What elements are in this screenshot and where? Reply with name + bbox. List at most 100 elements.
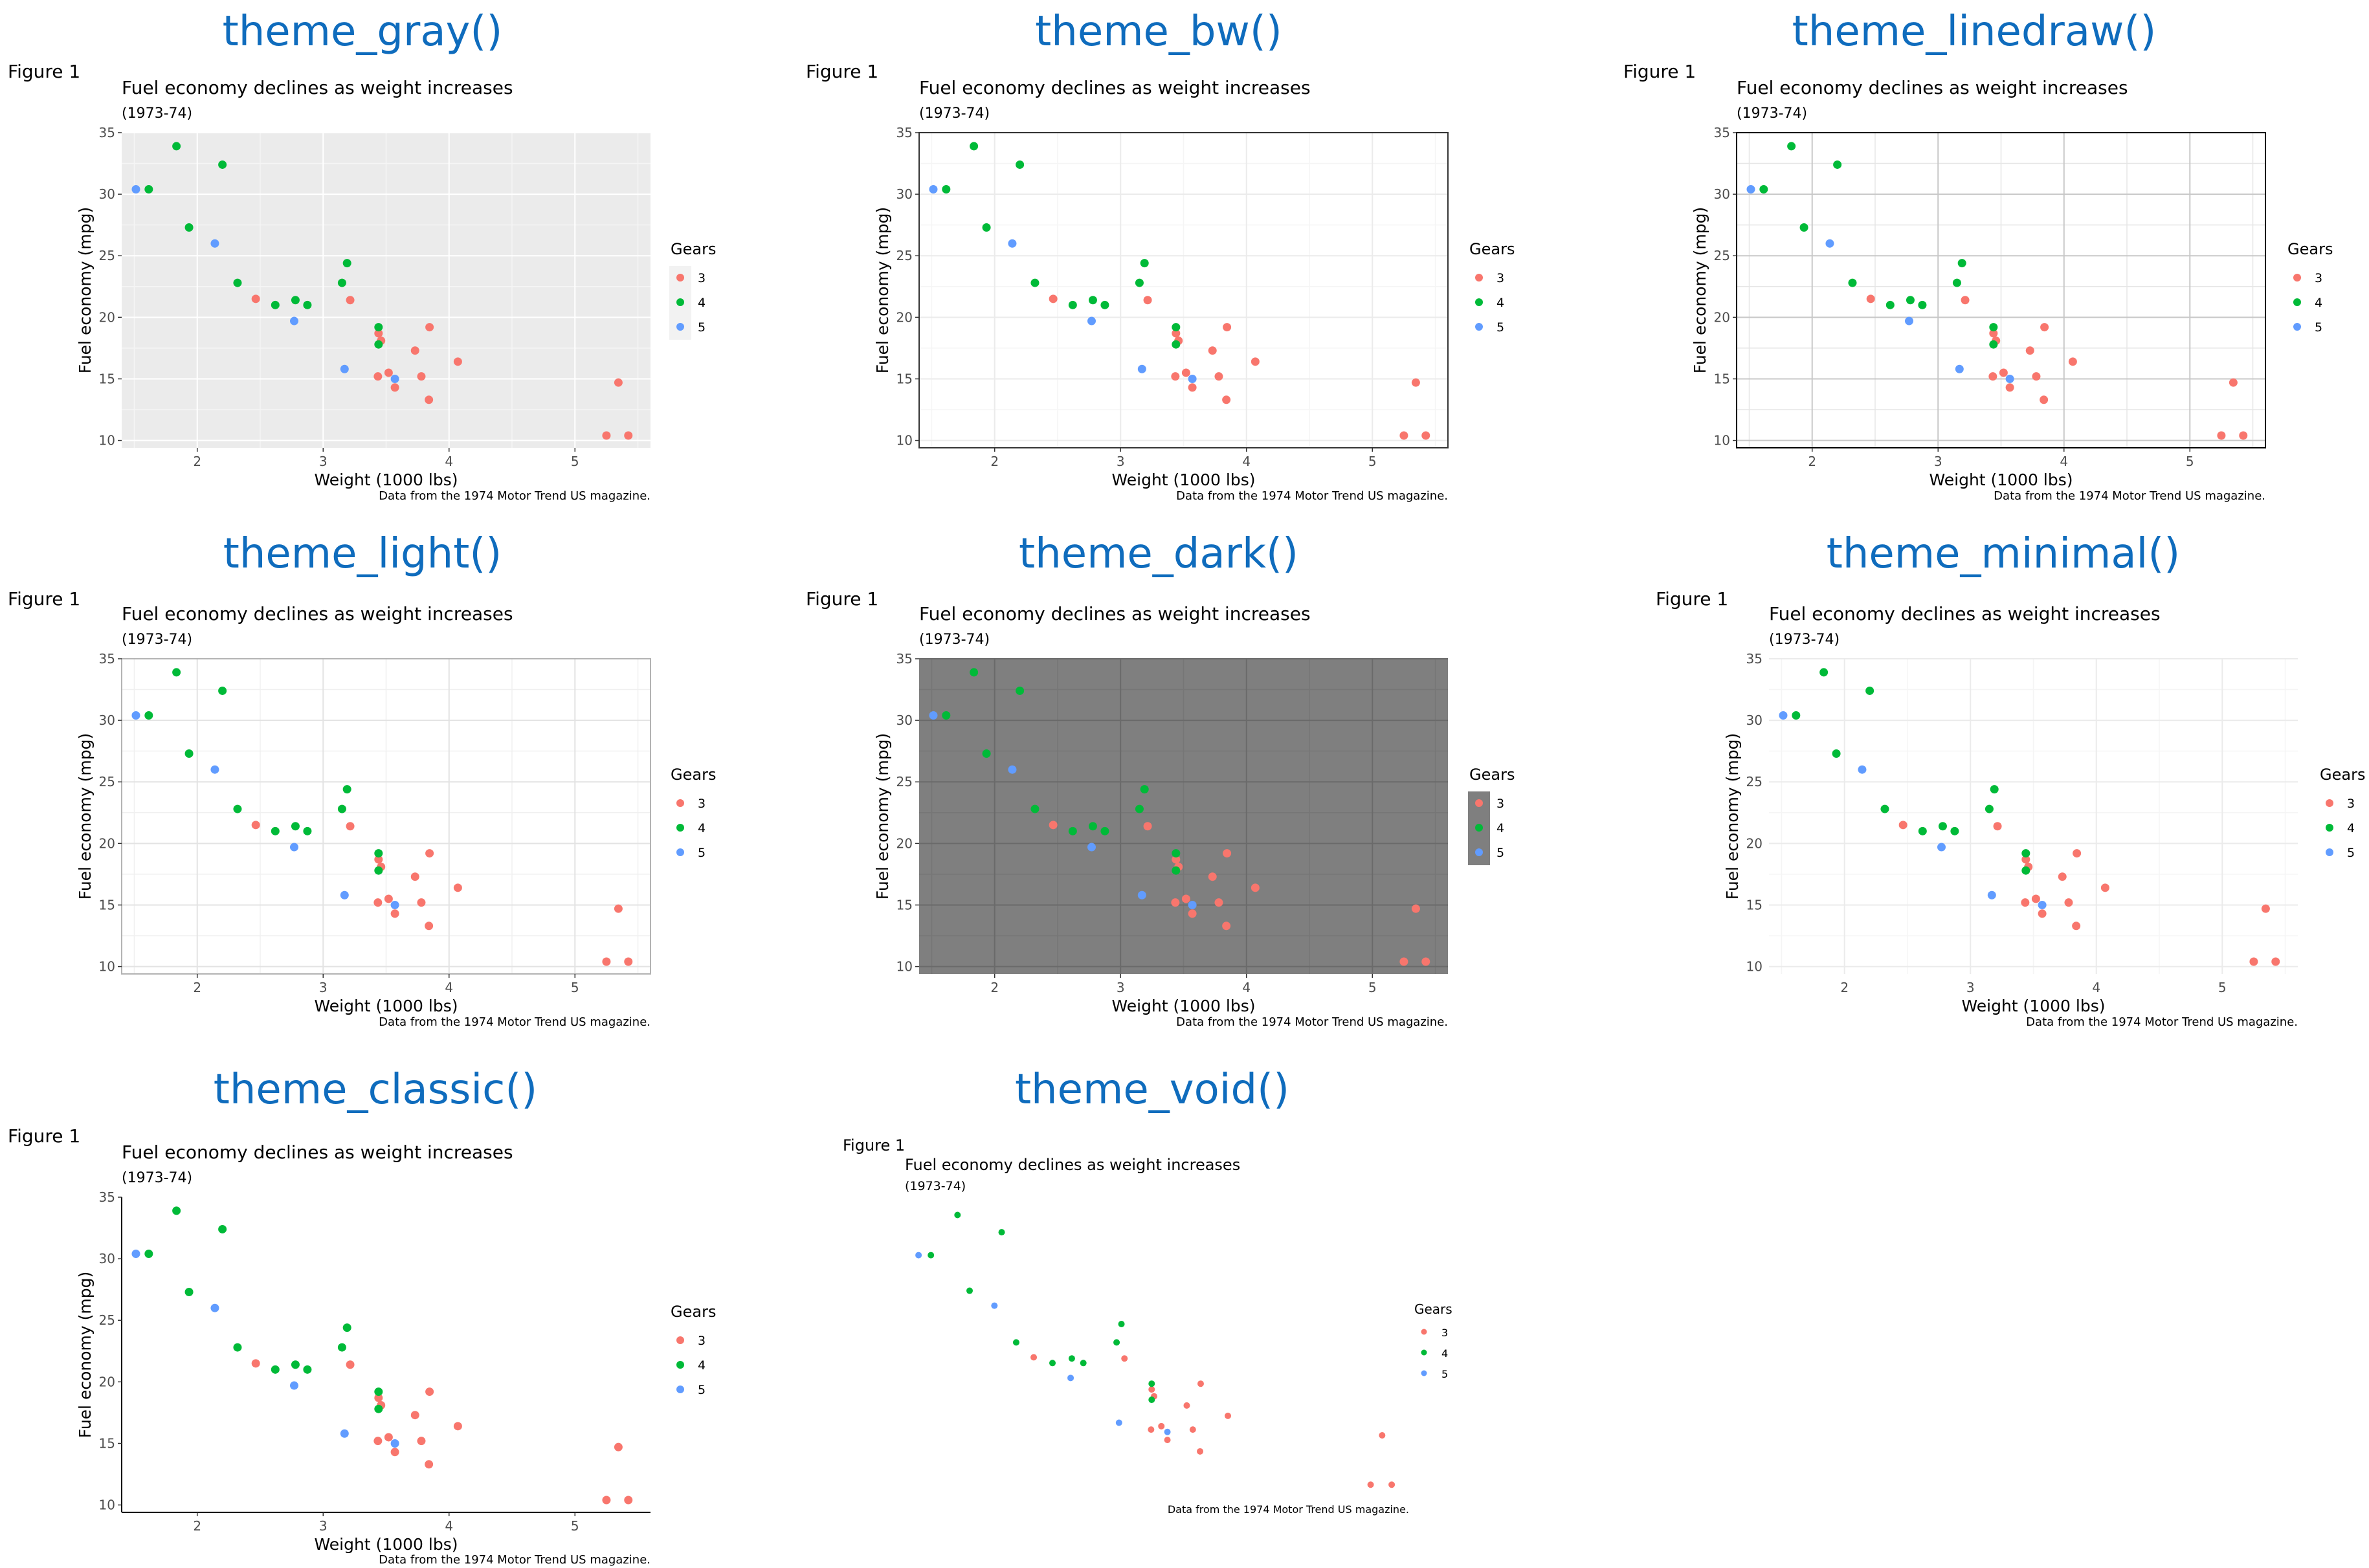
point-gear-3	[1411, 378, 1420, 387]
legend-key-gear-5	[1475, 848, 1483, 856]
point-gear-5	[1067, 1375, 1074, 1382]
point-gear-4	[970, 668, 979, 677]
point-gear-4	[1989, 340, 1998, 349]
point-gear-4	[374, 1387, 383, 1397]
point-gear-3	[1158, 1422, 1165, 1430]
y-tick-label: 35	[896, 125, 913, 140]
legend-label: 3	[2315, 271, 2322, 285]
point-gear-4	[1148, 1397, 1155, 1404]
point-gear-4	[233, 804, 242, 813]
point-gear-4	[1985, 804, 1994, 813]
legend-label: 5	[698, 320, 706, 335]
x-tick-label: 4	[445, 1518, 453, 1534]
point-gear-4	[2021, 866, 2030, 875]
legend-label: 4	[1496, 296, 1504, 310]
chart-title: Fuel economy declines as weight increase…	[1769, 603, 2161, 624]
point-gear-3	[1197, 1448, 1204, 1455]
legend-key-gear-4	[2326, 824, 2333, 832]
chart-subtitle: (1973-74)	[1737, 105, 1807, 122]
y-tick-label: 30	[99, 1251, 115, 1266]
point-gear-5	[340, 1429, 349, 1438]
point-gear-4	[1952, 278, 1961, 287]
point-gear-4	[1848, 278, 1857, 287]
point-gear-5	[340, 890, 349, 900]
point-gear-3	[1148, 1386, 1155, 1393]
point-gear-3	[2032, 372, 2041, 381]
chart-subtitle: (1973-74)	[905, 1179, 966, 1193]
point-gear-3	[251, 1359, 260, 1368]
point-gear-3	[2261, 904, 2270, 913]
point-gear-4	[1880, 804, 1889, 813]
point-gear-3	[1898, 821, 1907, 830]
point-gear-5	[1164, 1428, 1171, 1435]
chart-title: Fuel economy declines as weight increase…	[919, 603, 1311, 624]
point-gear-4	[1172, 323, 1181, 332]
x-axis-label: Weight (1000 lbs)	[315, 1535, 458, 1554]
point-gear-3	[384, 894, 393, 903]
y-tick-label: 15	[99, 371, 115, 386]
point-gear-4	[1172, 849, 1181, 858]
point-gear-3	[453, 883, 462, 892]
point-gear-4	[1030, 278, 1040, 287]
point-gear-3	[373, 1437, 383, 1446]
point-gear-5	[1008, 765, 1017, 774]
point-gear-3	[624, 431, 633, 440]
y-tick-label: 10	[896, 433, 913, 448]
x-axis-label: Weight (1000 lbs)	[1962, 997, 2106, 1015]
point-gear-4	[998, 1229, 1005, 1236]
x-tick-label: 3	[319, 1518, 328, 1534]
point-gear-3	[2249, 957, 2258, 966]
figure-label: Figure 1	[843, 1136, 905, 1154]
point-gear-3	[425, 1387, 434, 1397]
point-gear-5	[1188, 900, 1197, 909]
chart-subtitle: (1973-74)	[919, 105, 990, 122]
chart-caption: Data from the 1974 Motor Trend US magazi…	[379, 489, 651, 503]
legend-title: Gears	[1414, 1301, 1452, 1317]
point-gear-3	[2021, 855, 2030, 864]
point-gear-4	[144, 1250, 153, 1259]
point-gear-5	[1825, 239, 1834, 248]
point-gear-3	[374, 855, 383, 864]
point-gear-3	[624, 1496, 633, 1505]
legend-title: Gears	[2320, 766, 2365, 784]
point-gear-4	[337, 278, 346, 287]
point-gear-5	[1188, 374, 1197, 383]
point-gear-3	[251, 294, 260, 304]
point-gear-3	[2031, 894, 2040, 903]
point-gear-5	[1115, 1419, 1122, 1426]
point-gear-5	[1137, 890, 1146, 900]
legend-label: 4	[698, 1358, 706, 1373]
point-gear-4	[271, 1365, 280, 1374]
point-gear-4	[1068, 300, 1077, 309]
figure-label: Figure 1	[1656, 588, 1728, 610]
x-axis-label: Weight (1000 lbs)	[315, 997, 458, 1015]
point-gear-4	[184, 749, 194, 758]
legend-label: 4	[698, 296, 706, 310]
point-gear-5	[1904, 316, 1913, 326]
point-gear-3	[1181, 368, 1190, 377]
point-gear-3	[1189, 1426, 1196, 1433]
point-gear-3	[1251, 883, 1260, 892]
point-gear-3	[1399, 957, 1408, 966]
legend-title: Gears	[671, 1303, 716, 1321]
point-gear-3	[346, 296, 355, 305]
legend-label: 3	[1496, 797, 1504, 811]
point-gear-3	[390, 383, 399, 392]
chart-title: Fuel economy declines as weight increase…	[919, 77, 1311, 98]
point-gear-3	[1164, 1437, 1171, 1444]
y-tick-label: 10	[99, 433, 115, 448]
point-gear-3	[2038, 909, 2047, 918]
panel-dark: theme_dark() Figure 1 Fuel economy decline…	[806, 530, 1515, 1029]
point-gear-4	[374, 866, 383, 875]
panel-classic: theme_classic() Figure 1 Fuel economy decl…	[8, 1066, 716, 1567]
x-tick-label: 5	[2218, 980, 2227, 995]
point-gear-5	[1008, 239, 1017, 248]
point-gear-3	[410, 346, 419, 355]
point-gear-4	[337, 1343, 346, 1352]
y-tick-label: 20	[1714, 309, 1730, 325]
x-tick-label: 5	[2186, 454, 2194, 469]
point-gear-4	[1759, 185, 1768, 194]
figure-label: Figure 1	[8, 61, 80, 82]
chart-title: Fuel economy declines as weight increase…	[1737, 77, 2128, 98]
y-tick-label: 15	[1714, 371, 1730, 386]
